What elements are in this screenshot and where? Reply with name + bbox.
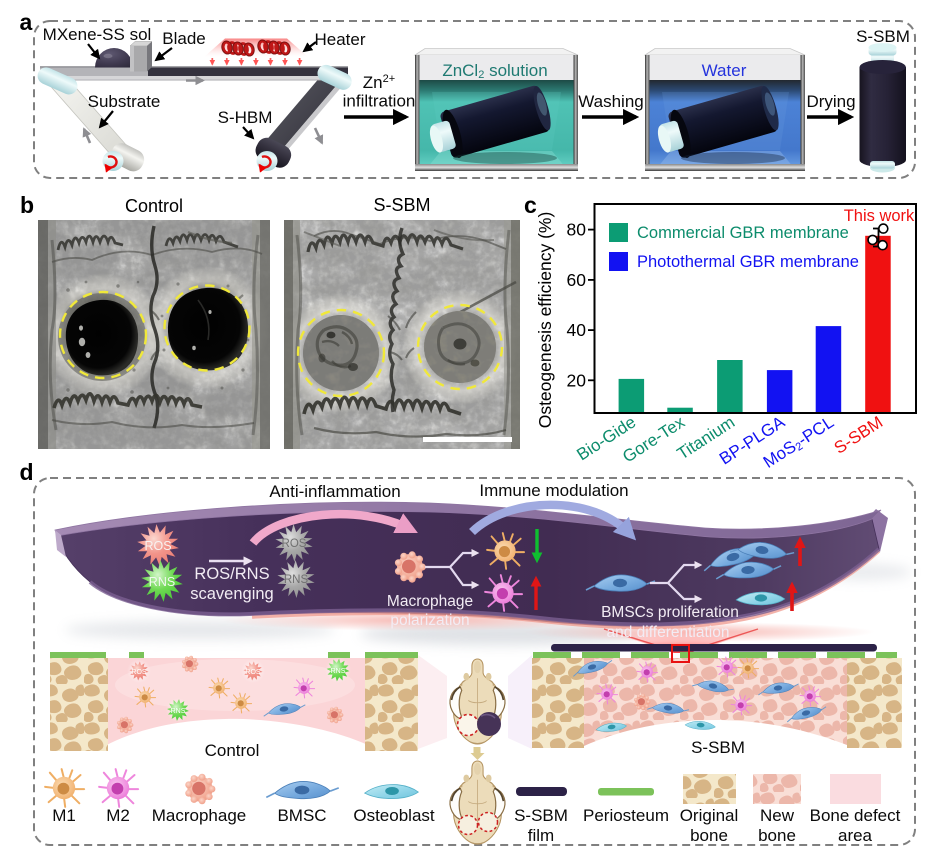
svg-text:BMSC: BMSC <box>277 806 326 825</box>
svg-text:Photothermal GBR membrane: Photothermal GBR membrane <box>637 253 859 271</box>
svg-text:Washing: Washing <box>578 92 644 111</box>
svg-text:Commercial GBR membrane: Commercial GBR membrane <box>637 224 849 242</box>
svg-text:M1: M1 <box>52 806 76 825</box>
svg-text:scavenging: scavenging <box>190 585 273 603</box>
svg-text:S-SBM: S-SBM <box>514 806 568 825</box>
svg-text:Heater: Heater <box>314 30 365 49</box>
svg-text:Control: Control <box>205 741 260 760</box>
svg-text:MXene-SS sol: MXene-SS sol <box>43 25 152 44</box>
svg-text:Periosteum: Periosteum <box>583 806 669 825</box>
svg-text:60: 60 <box>567 270 587 290</box>
svg-text:ZnCl2 solution: ZnCl2 solution <box>442 61 547 81</box>
svg-text:Osteogenesis efficiency (%): Osteogenesis efficiency (%) <box>535 212 555 429</box>
svg-text:Immune modulation: Immune modulation <box>479 481 628 500</box>
svg-text:Water: Water <box>702 61 747 80</box>
svg-text:M2: M2 <box>106 806 130 825</box>
svg-text:Drying: Drying <box>806 92 855 111</box>
svg-text:polarization: polarization <box>390 612 469 629</box>
svg-text:RNS: RNS <box>149 575 175 589</box>
svg-text:Substrate: Substrate <box>88 92 161 111</box>
svg-text:Original: Original <box>680 806 739 825</box>
svg-text:ROS: ROS <box>131 669 147 676</box>
svg-text:Blade: Blade <box>162 29 205 48</box>
svg-text:film: film <box>528 826 554 845</box>
svg-text:S-HBM: S-HBM <box>218 108 273 127</box>
svg-text:bone: bone <box>758 826 796 845</box>
svg-text:S-SBM: S-SBM <box>856 27 910 46</box>
svg-text:bone: bone <box>690 826 728 845</box>
svg-text:20: 20 <box>567 370 587 390</box>
svg-text:ROS: ROS <box>144 539 171 553</box>
svg-text:RNS: RNS <box>171 708 186 715</box>
svg-text:New: New <box>760 806 795 825</box>
svg-text:ROS/RNS: ROS/RNS <box>194 565 269 583</box>
svg-text:Macrophage: Macrophage <box>387 593 473 610</box>
svg-text:Osteoblast: Osteoblast <box>353 806 435 825</box>
svg-text:BMSCs proliferation: BMSCs proliferation <box>601 604 739 621</box>
svg-text:ROS: ROS <box>282 538 307 550</box>
svg-text:This work: This work <box>844 207 915 225</box>
svg-text:S-SBM: S-SBM <box>691 738 745 757</box>
svg-text:40: 40 <box>567 320 587 340</box>
svg-text:RNS: RNS <box>331 668 346 675</box>
svg-text:RNS: RNS <box>284 574 309 586</box>
svg-text:80: 80 <box>567 220 587 240</box>
svg-text:infiltration: infiltration <box>343 92 416 111</box>
svg-text:ROS: ROS <box>245 669 261 676</box>
svg-text:area: area <box>838 826 873 845</box>
svg-text:Macrophage: Macrophage <box>152 806 247 825</box>
svg-text:and differentiation: and differentiation <box>607 624 730 641</box>
svg-text:Anti-inflammation: Anti-inflammation <box>269 482 400 501</box>
svg-text:S-SBM: S-SBM <box>831 412 887 457</box>
svg-text:Bone defect: Bone defect <box>810 806 901 825</box>
svg-text:Zn2+: Zn2+ <box>363 73 395 92</box>
